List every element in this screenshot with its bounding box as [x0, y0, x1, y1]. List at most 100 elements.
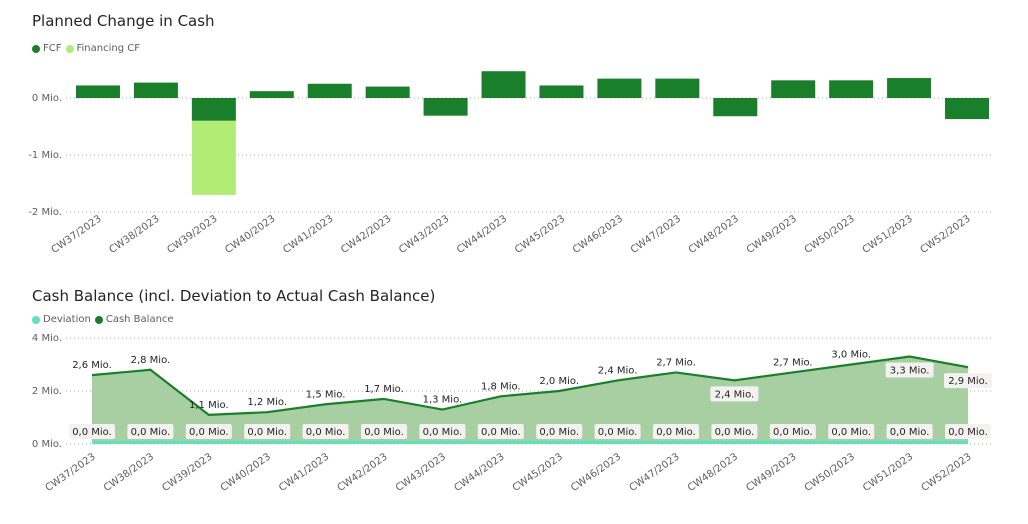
data-label-box: [244, 424, 291, 439]
cash-balance-label: 1,7 Mio.: [364, 384, 404, 395]
cash-balance-label: 1,5 Mio.: [306, 389, 346, 400]
deviation-label: 0,0 Mio.: [539, 427, 579, 438]
data-label-box: [594, 424, 641, 439]
cash-balance-label: 1,3 Mio.: [423, 395, 463, 406]
fcf-bar: [887, 78, 932, 98]
cash-balance-label: 2,7 Mio.: [773, 357, 813, 368]
legend-label: FCF: [43, 43, 62, 54]
x-tick-label: CW41/2023: [281, 213, 335, 256]
x-tick-label: CW40/2023: [219, 451, 273, 494]
deviation-label: 0,0 Mio.: [306, 427, 346, 438]
cash-balance-label: 2,0 Mio.: [539, 376, 579, 387]
legend-dot-icon: [94, 315, 103, 324]
cash-balance-label: 2,6 Mio.: [72, 360, 112, 371]
deviation-label: 0,0 Mio.: [423, 427, 463, 438]
x-tick-label: CW51/2023: [861, 451, 915, 494]
deviation-label: 0,0 Mio.: [131, 427, 171, 438]
cash-balance-chart: Cash Balance (incl. Deviation to Actual …: [0, 276, 1028, 524]
data-label-box: [944, 373, 992, 389]
x-tick-label: CW49/2023: [744, 451, 798, 494]
x-tick-label: CW45/2023: [511, 451, 565, 494]
x-tick-label: CW46/2023: [569, 451, 623, 494]
data-label-box: [185, 424, 232, 439]
data-label-box: [945, 424, 991, 439]
x-tick-label: CW43/2023: [394, 451, 448, 494]
deviation-label: 0,0 Mio.: [72, 427, 112, 438]
cash-balance-label: 2,4 Mio.: [598, 365, 638, 376]
legend: Deviation Cash Balance: [32, 314, 178, 325]
legend-dot-icon: [32, 44, 40, 53]
data-label-box: [769, 424, 816, 439]
data-label-box: [302, 424, 349, 439]
legend-item-fcf[interactable]: FCF: [32, 43, 62, 54]
data-label-box: [69, 424, 115, 439]
data-label-box: [419, 424, 466, 439]
x-tick-label: CW51/2023: [861, 213, 915, 256]
x-tick-label: CW47/2023: [629, 213, 683, 256]
deviation-label: 0,0 Mio.: [598, 427, 638, 438]
cash-balance-label: 2,7 Mio.: [656, 357, 696, 368]
y-tick-label: 0 Mio.: [32, 93, 62, 104]
data-label-box: [536, 424, 583, 439]
x-tick-label: CW49/2023: [745, 213, 799, 256]
cash-balance-label: 3,3 Mio.: [890, 366, 930, 377]
deviation-bar: [92, 441, 968, 444]
legend-item-deviation[interactable]: Deviation: [32, 314, 91, 325]
legend-item-financing[interactable]: Financing CF: [65, 43, 140, 54]
cash-balance-label: 3,0 Mio.: [831, 350, 871, 361]
deviation-label: 0,0 Mio.: [189, 427, 229, 438]
data-label-box: [127, 424, 174, 439]
fcf-bar: [655, 78, 700, 98]
x-tick-label: CW39/2023: [160, 451, 214, 494]
fcf-bar: [249, 91, 294, 98]
legend-dot-icon: [32, 315, 40, 324]
data-label-box: [886, 424, 933, 439]
x-tick-label: CW50/2023: [803, 451, 857, 494]
x-tick-label: CW48/2023: [686, 451, 740, 494]
financing-bar: [191, 120, 236, 195]
y-tick-label: -1 Mio.: [28, 150, 62, 161]
x-tick-label: CW37/2023: [44, 451, 98, 494]
deviation-label: 0,0 Mio.: [773, 427, 813, 438]
deviation-label: 0,0 Mio.: [890, 427, 930, 438]
fcf-bar: [133, 82, 178, 98]
fcf-bar: [191, 98, 236, 121]
x-tick-label: CW47/2023: [628, 451, 682, 494]
fcf-bar: [307, 83, 352, 98]
x-tick-label: CW43/2023: [397, 213, 451, 256]
x-tick-label: CW44/2023: [455, 213, 509, 256]
y-tick-label: 4 Mio.: [32, 333, 62, 344]
legend-label: Deviation: [43, 314, 91, 325]
deviation-label: 0,0 Mio.: [656, 427, 696, 438]
deviation-label: 0,0 Mio.: [247, 427, 287, 438]
x-tick-label: CW46/2023: [571, 213, 625, 256]
x-tick-label: CW38/2023: [107, 213, 161, 256]
bar-chart-plot: 0 Mio.-1 Mio.-2 Mio.CW37/2023 CW38/2023 CW…: [28, 71, 993, 256]
deviation-label: 0,0 Mio.: [715, 427, 755, 438]
data-label-box: [653, 424, 699, 439]
y-tick-label: 0 Mio.: [32, 439, 62, 450]
x-tick-label: CW48/2023: [687, 213, 741, 256]
cash-balance-area: [92, 356, 968, 444]
fcf-bar: [945, 98, 990, 120]
fcf-bar: [423, 98, 468, 116]
y-tick-label: -2 Mio.: [28, 207, 62, 218]
data-label-box: [477, 424, 524, 439]
x-tick-label: CW44/2023: [452, 451, 506, 494]
cash-balance-label: 2,9 Mio.: [948, 376, 988, 387]
x-tick-label: CW42/2023: [339, 213, 393, 256]
fcf-bar: [481, 71, 526, 98]
cash-balance-label: 2,8 Mio.: [131, 355, 171, 366]
deviation-label: 0,0 Mio.: [948, 427, 988, 438]
fcf-bar: [771, 80, 816, 98]
deviation-label: 0,0 Mio.: [364, 427, 404, 438]
legend-item-cash-balance[interactable]: Cash Balance: [94, 314, 174, 325]
x-tick-label: CW40/2023: [223, 213, 277, 256]
x-tick-label: CW50/2023: [803, 213, 857, 256]
x-tick-label: CW37/2023: [50, 213, 104, 256]
y-tick-label: 2 Mio.: [32, 386, 62, 397]
data-label-box: [711, 424, 758, 439]
legend: FCF Financing CF: [32, 43, 144, 54]
cash-balance-label: 2,4 Mio.: [715, 389, 755, 400]
x-tick-label: CW39/2023: [165, 213, 219, 256]
